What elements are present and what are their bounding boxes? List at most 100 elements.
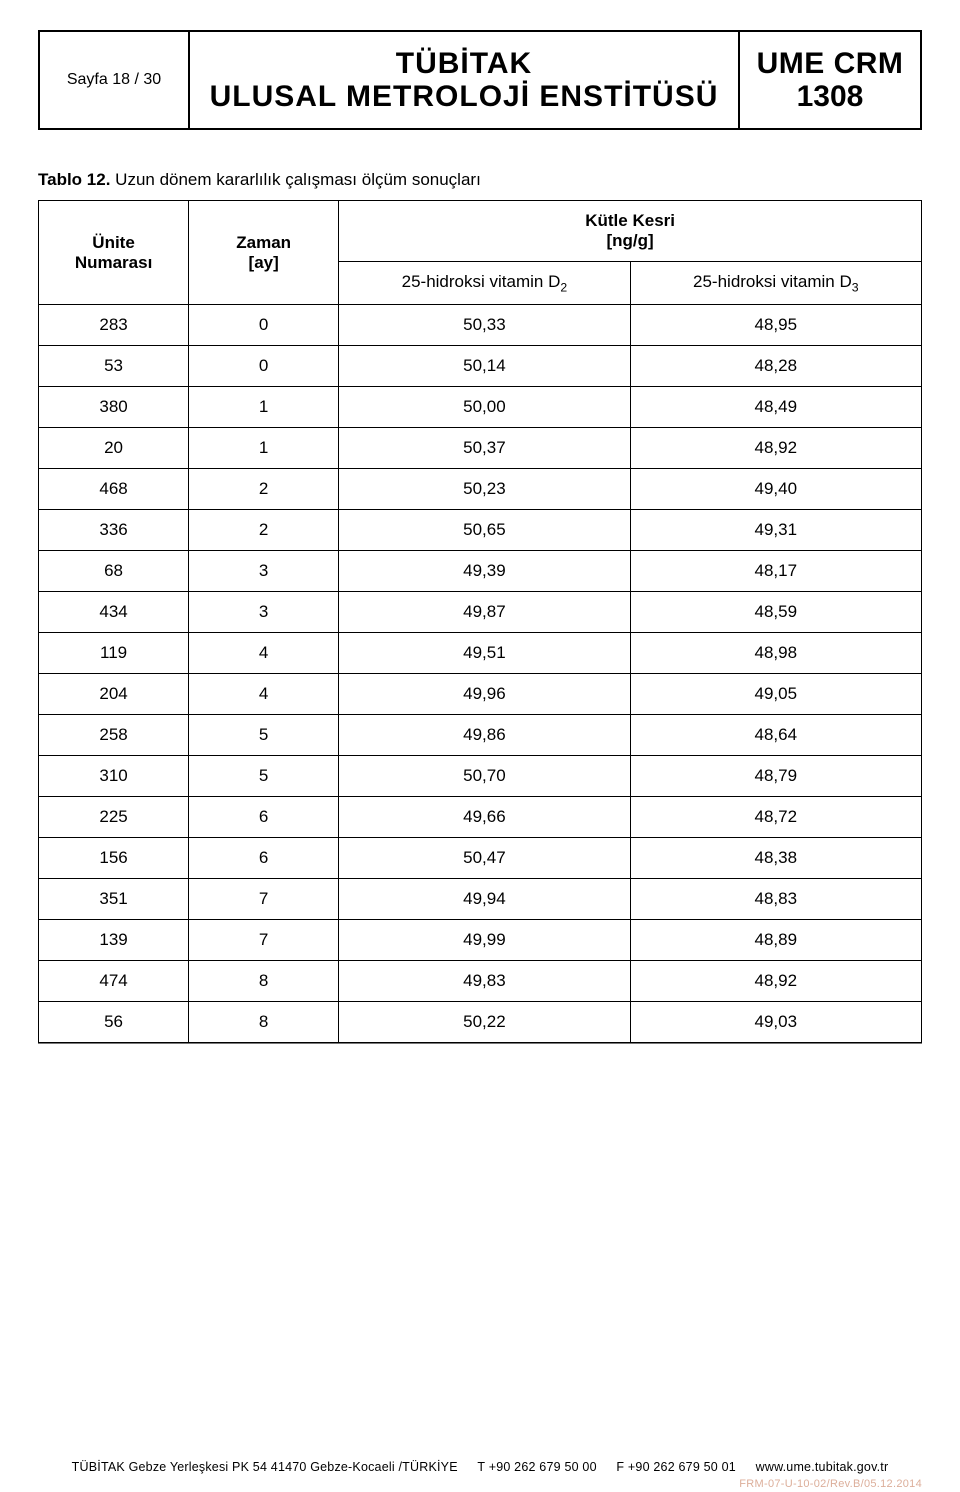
cell-unit: 20 (39, 428, 189, 469)
page-header: Sayfa 18 / 30 TÜBİTAK ULUSAL METROLOJİ E… (38, 30, 922, 130)
doc-code-line2: 1308 (797, 80, 864, 113)
cell-d3: 48,59 (630, 592, 921, 633)
cell-time: 7 (189, 920, 339, 961)
cell-time: 7 (189, 879, 339, 920)
cell-d2: 49,94 (339, 879, 630, 920)
cell-unit: 258 (39, 715, 189, 756)
results-table: Ünite Numarası Zaman [ay] Kütle Kesri [n… (38, 200, 922, 1043)
footer-separator (38, 1043, 922, 1044)
cell-d2: 49,96 (339, 674, 630, 715)
cell-time: 2 (189, 469, 339, 510)
cell-d2: 49,39 (339, 551, 630, 592)
cell-d3: 48,49 (630, 387, 921, 428)
table-header: Ünite Numarası Zaman [ay] Kütle Kesri [n… (39, 201, 922, 305)
cell-unit: 474 (39, 961, 189, 1002)
cell-d2: 50,37 (339, 428, 630, 469)
table-row: 139749,9948,89 (39, 920, 922, 961)
table-row: 474849,8348,92 (39, 961, 922, 1002)
document-code: UME CRM 1308 (740, 32, 920, 128)
table-row: 204449,9649,05 (39, 674, 922, 715)
d3-prefix: 25-hidroksi vitamin D (693, 272, 852, 291)
cell-d2: 50,33 (339, 305, 630, 346)
cell-time: 1 (189, 428, 339, 469)
page-number: Sayfa 18 / 30 (40, 32, 190, 128)
cell-unit: 434 (39, 592, 189, 633)
cell-unit: 468 (39, 469, 189, 510)
cell-d3: 48,38 (630, 838, 921, 879)
cell-time: 4 (189, 633, 339, 674)
cell-time: 5 (189, 756, 339, 797)
cell-d2: 50,14 (339, 346, 630, 387)
cell-d3: 48,79 (630, 756, 921, 797)
cell-d2: 49,99 (339, 920, 630, 961)
col-unit-line2: Numarası (75, 253, 152, 272)
col-mass-header: Kütle Kesri [ng/g] (339, 201, 922, 262)
table-row: 56850,2249,03 (39, 1002, 922, 1043)
col-time-header: Zaman [ay] (189, 201, 339, 305)
cell-d3: 49,40 (630, 469, 921, 510)
cell-time: 3 (189, 551, 339, 592)
cell-unit: 380 (39, 387, 189, 428)
cell-d3: 48,89 (630, 920, 921, 961)
cell-d3: 48,98 (630, 633, 921, 674)
cell-unit: 310 (39, 756, 189, 797)
table-row: 336250,6549,31 (39, 510, 922, 551)
cell-d3: 48,83 (630, 879, 921, 920)
footer-tel: T +90 262 679 50 00 (477, 1460, 596, 1474)
table-row: 380150,0048,49 (39, 387, 922, 428)
col-unit-header: Ünite Numarası (39, 201, 189, 305)
footer-web: www.ume.tubitak.gov.tr (756, 1460, 889, 1474)
col-unit-line1: Ünite (92, 233, 135, 252)
mass-title-line1: Kütle Kesri (585, 211, 675, 230)
cell-unit: 139 (39, 920, 189, 961)
d3-sub: 3 (852, 280, 859, 294)
caption-label: Tablo 12. (38, 170, 110, 189)
cell-d3: 48,64 (630, 715, 921, 756)
cell-unit: 156 (39, 838, 189, 879)
cell-time: 8 (189, 961, 339, 1002)
cell-time: 3 (189, 592, 339, 633)
cell-d3: 48,92 (630, 428, 921, 469)
cell-d2: 50,65 (339, 510, 630, 551)
table-row: 53050,1448,28 (39, 346, 922, 387)
cell-d2: 50,00 (339, 387, 630, 428)
cell-d2: 50,47 (339, 838, 630, 879)
cell-unit: 68 (39, 551, 189, 592)
cell-unit: 53 (39, 346, 189, 387)
table-row: 20150,3748,92 (39, 428, 922, 469)
cell-time: 2 (189, 510, 339, 551)
cell-unit: 283 (39, 305, 189, 346)
cell-d2: 49,86 (339, 715, 630, 756)
cell-time: 1 (189, 387, 339, 428)
cell-d2: 50,22 (339, 1002, 630, 1043)
table-row: 225649,6648,72 (39, 797, 922, 838)
col-d3-header: 25-hidroksi vitamin D3 (630, 262, 921, 305)
doc-code-line1: UME CRM (757, 47, 904, 80)
institution-title: TÜBİTAK ULUSAL METROLOJİ ENSTİTÜSÜ (190, 32, 740, 128)
cell-d2: 49,87 (339, 592, 630, 633)
table-row: 310550,7048,79 (39, 756, 922, 797)
cell-unit: 225 (39, 797, 189, 838)
col-time-line1: Zaman (236, 233, 291, 252)
cell-d2: 50,70 (339, 756, 630, 797)
cell-unit: 351 (39, 879, 189, 920)
cell-unit: 119 (39, 633, 189, 674)
table-row: 119449,5148,98 (39, 633, 922, 674)
cell-time: 0 (189, 346, 339, 387)
cell-d3: 48,28 (630, 346, 921, 387)
cell-unit: 204 (39, 674, 189, 715)
cell-d3: 48,72 (630, 797, 921, 838)
mass-title-line2: [ng/g] (607, 231, 654, 250)
cell-d2: 49,66 (339, 797, 630, 838)
col-d2-header: 25-hidroksi vitamin D2 (339, 262, 630, 305)
table-caption: Tablo 12. Uzun dönem kararlılık çalışmas… (38, 170, 922, 190)
table-row: 351749,9448,83 (39, 879, 922, 920)
footer-fax: F +90 262 679 50 01 (616, 1460, 736, 1474)
table-row: 68349,3948,17 (39, 551, 922, 592)
table-row: 283050,3348,95 (39, 305, 922, 346)
d2-prefix: 25-hidroksi vitamin D (402, 272, 561, 291)
institution-line1: TÜBİTAK (396, 47, 532, 80)
footer-address: TÜBİTAK Gebze Yerleşkesi PK 54 41470 Geb… (72, 1460, 458, 1474)
cell-d3: 48,95 (630, 305, 921, 346)
cell-d2: 50,23 (339, 469, 630, 510)
